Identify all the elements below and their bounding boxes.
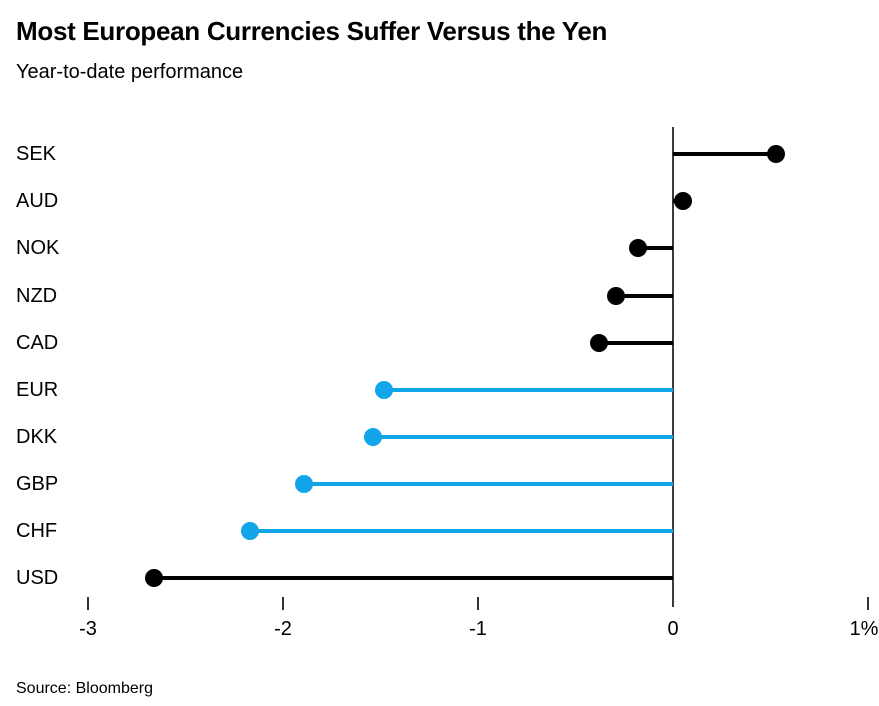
lollipop-dot xyxy=(375,380,394,399)
source-note: Source: Bloomberg xyxy=(16,680,153,697)
x-axis-tick-label: -1 xyxy=(469,618,487,640)
x-axis-tick xyxy=(867,597,869,610)
category-label: DKK xyxy=(16,425,58,448)
x-axis-tick xyxy=(477,597,479,610)
x-axis-tick xyxy=(87,597,89,610)
lollipop-stem xyxy=(616,293,673,298)
category-label: AUD xyxy=(16,190,59,213)
lollipop-dot xyxy=(145,569,164,588)
x-axis-tick-label: 1% xyxy=(849,618,879,640)
lollipop-dot xyxy=(628,239,647,258)
lollipop-dot xyxy=(673,192,692,211)
lollipop-dot xyxy=(767,145,786,164)
category-label: EUR xyxy=(16,378,59,401)
lollipop-dot xyxy=(363,427,382,446)
category-label: NZD xyxy=(16,284,58,307)
chart-title: Most European Currencies Suffer Versus t… xyxy=(16,16,608,46)
category-label: CHF xyxy=(16,519,58,542)
category-label: SEK xyxy=(16,143,57,166)
category-label: USD xyxy=(16,567,59,590)
lollipop-stem xyxy=(637,246,673,251)
category-label: CAD xyxy=(16,331,59,354)
lollipop-stem xyxy=(673,152,777,157)
lollipop-dot xyxy=(295,474,314,493)
chart-subtitle: Year-to-date performance xyxy=(16,61,244,83)
category-label: GBP xyxy=(16,472,59,495)
x-axis-tick xyxy=(282,597,284,610)
lollipop-stem xyxy=(384,387,673,392)
lollipop-stem xyxy=(304,481,673,486)
lollipop-dot xyxy=(589,333,608,352)
lollipop-stem xyxy=(249,528,673,533)
lollipop-dot xyxy=(607,286,626,305)
category-label: NOK xyxy=(16,237,60,260)
x-axis-tick-label: -2 xyxy=(274,618,292,640)
lollipop-stem xyxy=(598,340,673,345)
lollipop-stem xyxy=(154,576,673,581)
lollipop-dot xyxy=(240,521,259,540)
x-axis-tick-label: 0 xyxy=(667,618,679,640)
zero-axis-line xyxy=(672,127,674,607)
lollipop-stem xyxy=(372,434,673,439)
x-axis-tick-label: -3 xyxy=(79,618,97,640)
